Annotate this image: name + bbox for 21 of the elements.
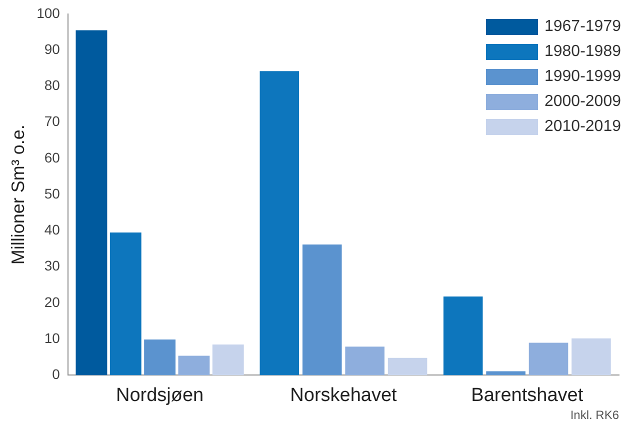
- y-tick-label: 90: [44, 40, 60, 57]
- y-tick-label: 100: [36, 4, 60, 21]
- legend-label: 1990-1999: [544, 68, 621, 86]
- x-tick-label: Barentshavet: [471, 384, 584, 406]
- y-tick-label: 40: [44, 222, 60, 238]
- y-tick-label: 60: [44, 149, 60, 166]
- x-tick-label: Nordsjøen: [116, 384, 204, 406]
- y-tick-label: 80: [44, 77, 60, 94]
- legend-label: 2000-2009: [544, 92, 621, 110]
- y-tick-label: 50: [44, 185, 60, 202]
- text: Inkl. RK6: [570, 408, 619, 422]
- y-axis-title: Millioner Sm³ o.e.: [8, 124, 28, 265]
- y-tick-label: 20: [44, 294, 60, 310]
- y-tick-label: 10: [44, 330, 60, 346]
- x-tick-label: Norskehavet: [290, 384, 398, 406]
- legend-label: 1967-1979: [544, 18, 621, 36]
- y-tick-label: 30: [44, 258, 60, 274]
- y-tick-label: 0: [52, 366, 60, 382]
- y-tick-label: 70: [44, 113, 60, 130]
- legend-label: 1980-1989: [544, 42, 621, 60]
- legend-label: 2010-2019: [544, 118, 621, 136]
